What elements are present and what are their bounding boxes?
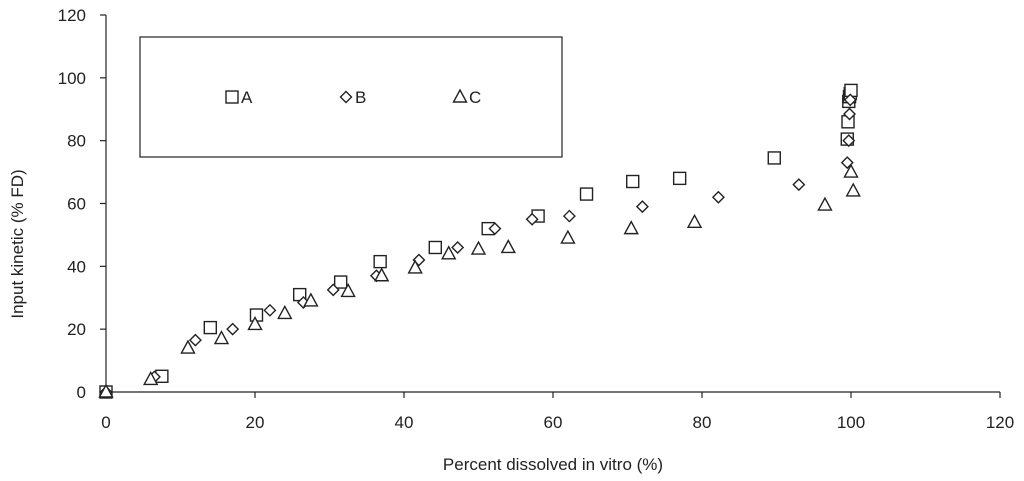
data-point-C (407, 259, 423, 274)
y-tick-label: 60 (67, 195, 86, 214)
data-point-A (428, 240, 442, 255)
legend: A B C (139, 36, 563, 158)
series-C (98, 163, 861, 398)
tick-marks (100, 14, 1001, 398)
data-point-B (840, 156, 854, 170)
data-point-B (525, 212, 539, 226)
data-point-C (500, 239, 516, 254)
data-point-A (626, 174, 640, 189)
x-tick-label: 20 (246, 413, 265, 432)
x-tick-label: 60 (544, 413, 563, 432)
x-tick-label: 40 (395, 413, 414, 432)
data-point-A (373, 254, 387, 269)
y-tick-label: 20 (67, 320, 86, 339)
data-point-C (373, 267, 390, 282)
data-point-C (843, 163, 859, 178)
data-point-C (817, 196, 833, 211)
data-point-C (845, 182, 861, 197)
data-point-B (488, 222, 502, 236)
y-tick-label: 120 (58, 6, 86, 25)
data-point-C (470, 240, 487, 255)
legend-marker-A (225, 90, 239, 104)
data-point-A (203, 320, 218, 335)
data-point-C (98, 383, 114, 398)
y-axis-title: Input kinetic (% FD) (8, 169, 27, 318)
data-markers (98, 83, 861, 399)
data-point-B (843, 107, 856, 121)
data-point-A (767, 151, 781, 165)
data-point-B (843, 93, 857, 107)
legend-entry: A (225, 88, 253, 107)
data-point-B (711, 190, 725, 204)
tick-labels: 0 20 40 60 80 100 120 0 20 40 60 80 100 120 (58, 6, 1015, 432)
data-point-A (333, 275, 348, 289)
data-point-C (560, 229, 576, 244)
legend-label: A (241, 88, 253, 107)
data-point-C (686, 213, 703, 229)
data-point-C (623, 220, 639, 235)
data-point-B (792, 178, 806, 192)
data-point-B (842, 134, 856, 148)
x-tick-label: 120 (986, 413, 1014, 432)
data-point-C (303, 292, 319, 307)
legend-entry: C (452, 88, 481, 107)
data-point-A (579, 187, 594, 201)
x-tick-label: 80 (693, 413, 712, 432)
data-point-C (441, 245, 457, 260)
y-tick-label: 80 (67, 132, 86, 151)
legend-marker-C (452, 88, 468, 103)
legend-label: B (355, 88, 366, 107)
data-point-B (451, 240, 465, 254)
data-point-C (213, 330, 230, 345)
y-tick-label: 0 (77, 383, 86, 402)
data-point-A (672, 171, 687, 186)
data-point-B (326, 283, 340, 297)
data-point-B (263, 303, 277, 317)
data-point-B (562, 209, 576, 223)
legend-items: A B C (225, 88, 481, 107)
data-point-C (180, 339, 196, 354)
legend-entry: B (339, 88, 366, 107)
x-tick-label: 100 (837, 413, 865, 432)
data-point-B (635, 200, 649, 214)
legend-marker-B (339, 90, 353, 104)
y-tick-label: 40 (67, 257, 86, 276)
series-B (99, 93, 857, 399)
data-point-C (143, 370, 159, 386)
legend-label: C (469, 88, 481, 107)
data-point-C (277, 304, 293, 320)
data-point-C (247, 315, 263, 331)
data-point-B (226, 322, 240, 336)
y-tick-label: 100 (58, 69, 86, 88)
x-tick-label: 0 (101, 413, 110, 432)
data-point-B (188, 333, 202, 347)
x-axis-title: Percent dissolved in vitro (%) (443, 455, 663, 474)
data-point-C (340, 282, 356, 298)
